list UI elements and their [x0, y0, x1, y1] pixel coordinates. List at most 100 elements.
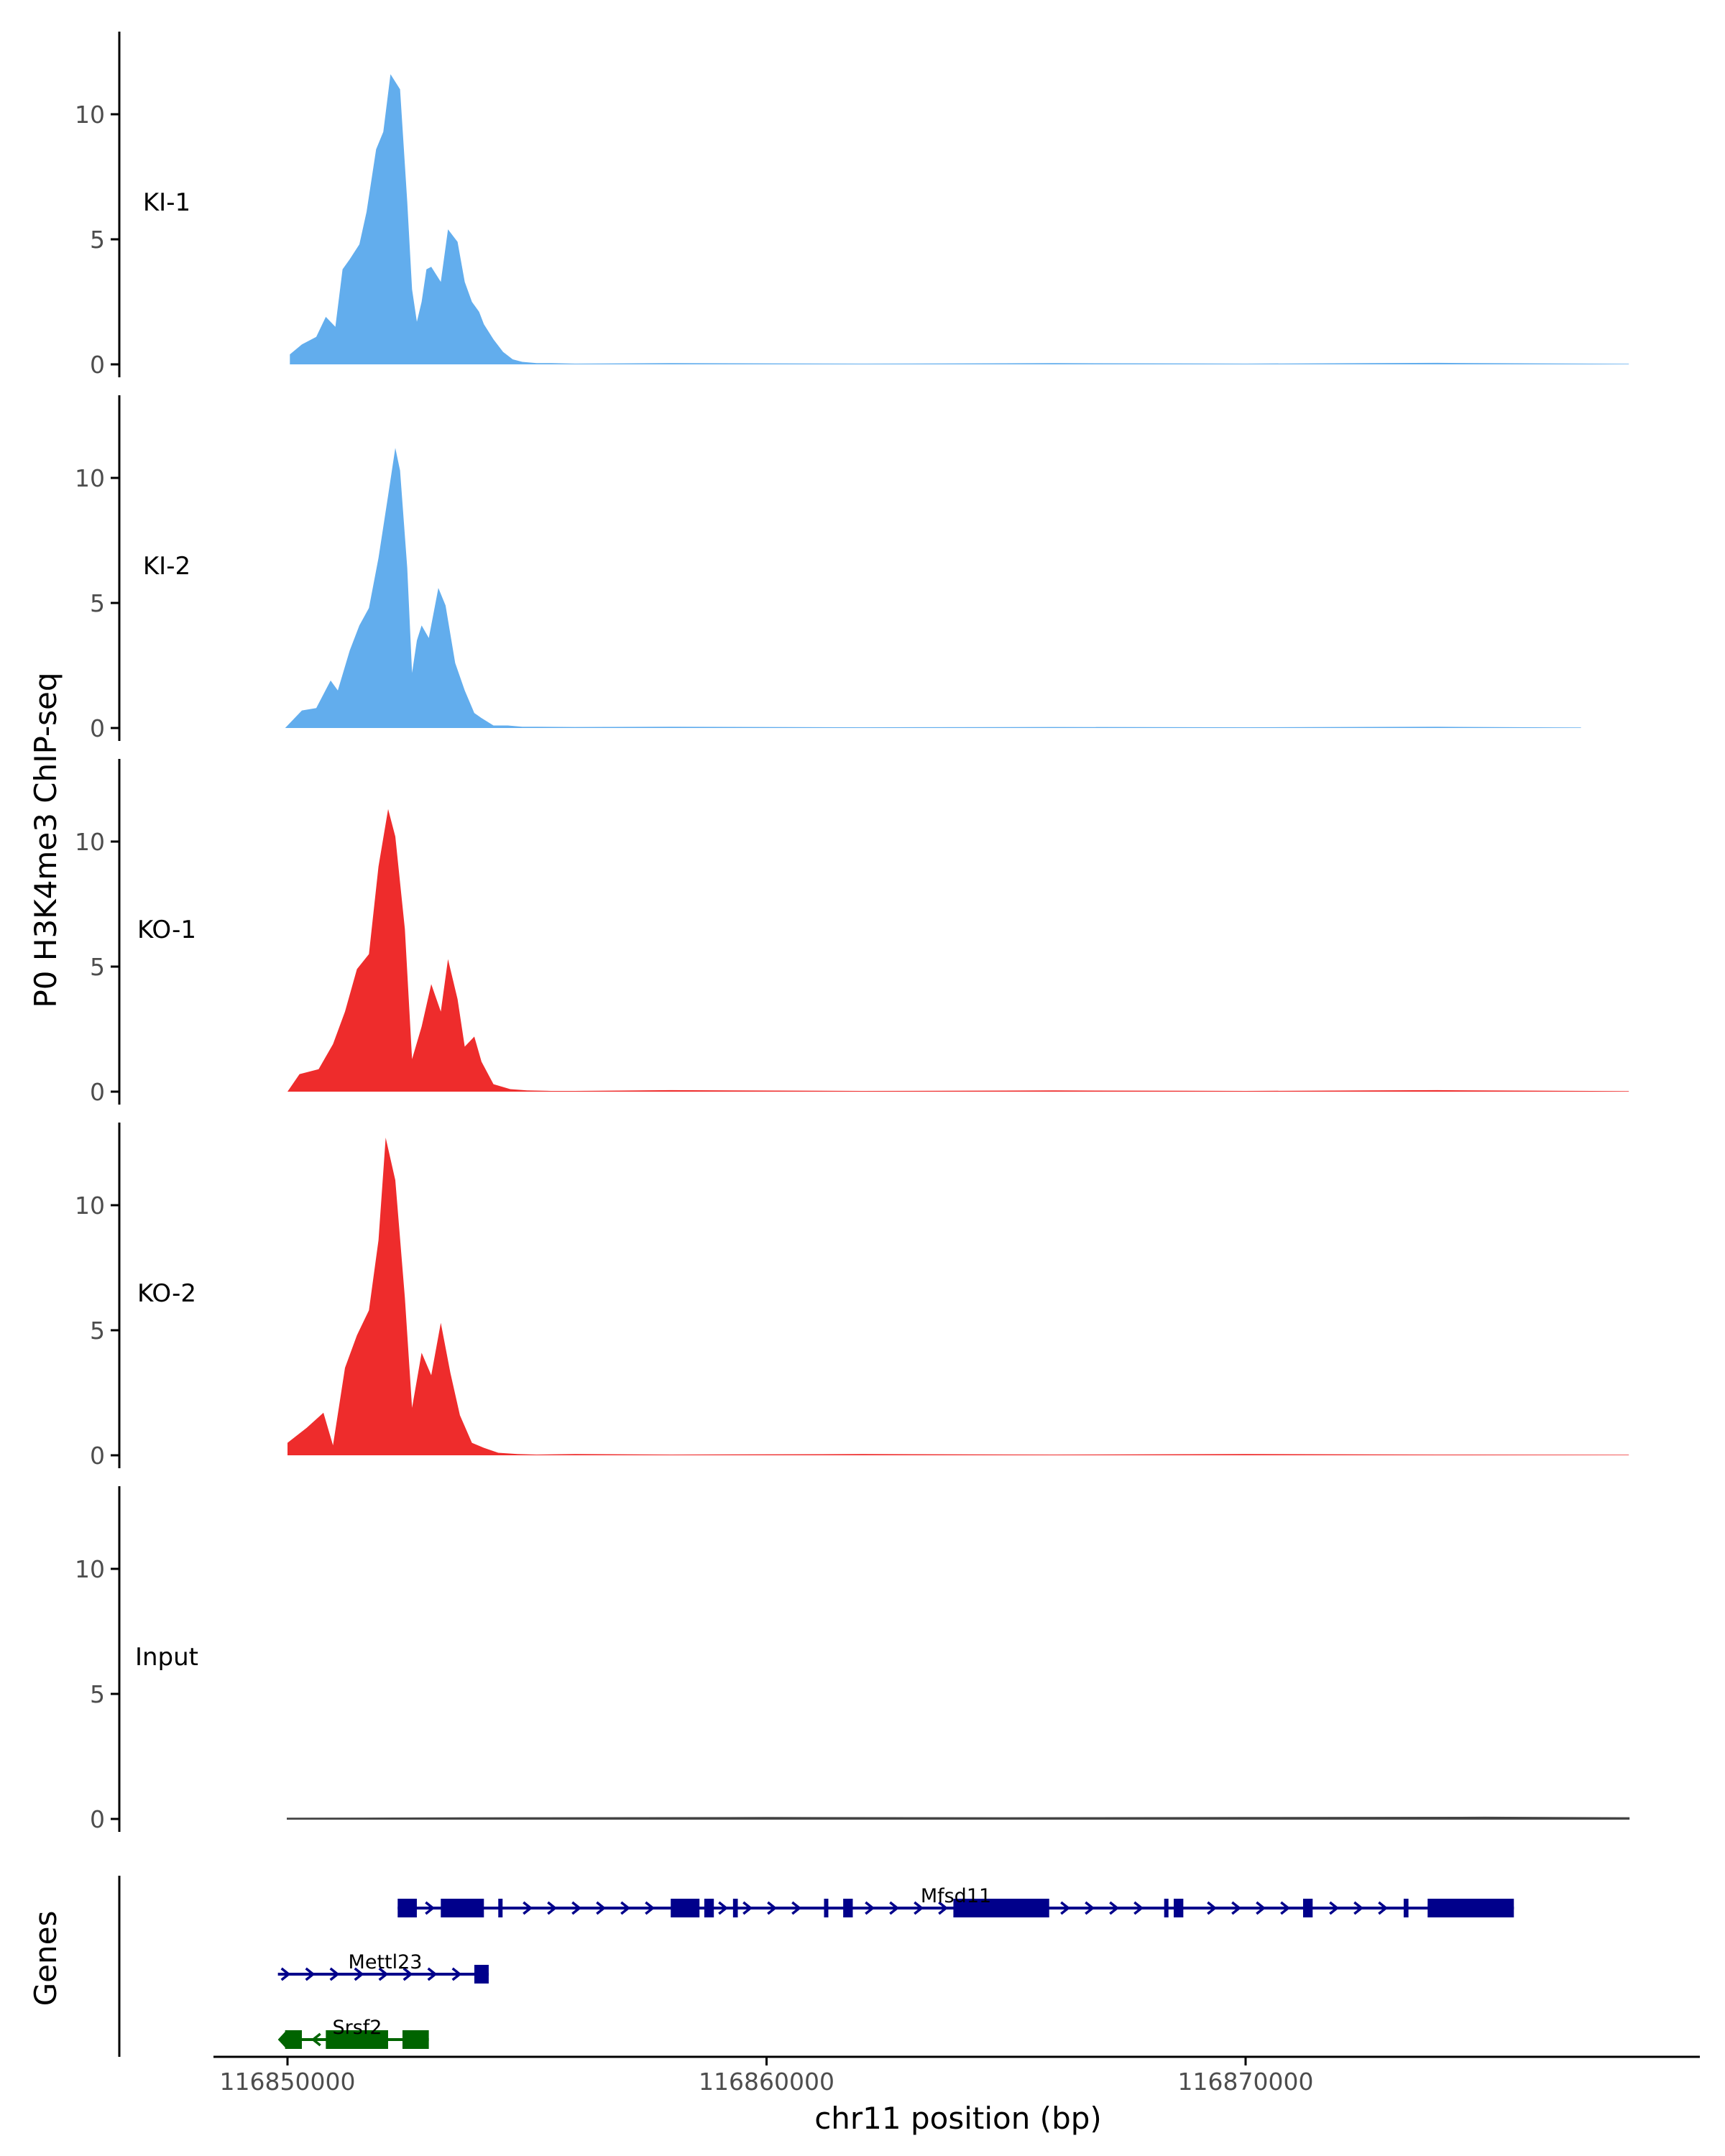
y-tick-label: 0: [90, 1078, 105, 1106]
exon-block: [1403, 1899, 1409, 1917]
exon-block: [1174, 1899, 1184, 1917]
strand-arrow: [523, 1901, 533, 1915]
exon-block: [671, 1899, 700, 1917]
coverage-tracks: 0 5 10 KI-1 0 5 10 KI-2 0 5 10 KO-1 0 5 10 KO-2 0 5 10 Inpu…: [75, 32, 1630, 1833]
gene-label: Mfsd11: [921, 1885, 991, 1907]
strand-arrow: [1060, 1901, 1071, 1915]
gene-annotation-panel: Mfsd11 Mettl23 Srsf2: [118, 1876, 1514, 2057]
strand-arrow: [1133, 1901, 1144, 1915]
strand-arrow: [791, 1901, 802, 1915]
strand-arrow: [865, 1901, 875, 1915]
exon-block: [1302, 1899, 1313, 1917]
track-label: KI-2: [143, 552, 190, 581]
strand-arrow: [425, 1901, 436, 1915]
x-axis: 116850000 116860000 116870000: [213, 2055, 1700, 2096]
exon-block: [843, 1899, 853, 1917]
strand-arrow: [596, 1901, 607, 1915]
gene-srsf2: Srsf2: [277, 2017, 429, 2049]
strand-arrow: [310, 2032, 321, 2047]
y-tick-label: 5: [90, 1680, 105, 1708]
coverage-area-ki-2: [285, 448, 1581, 728]
track-label: KI-1: [143, 188, 190, 217]
exon-block: [498, 1899, 503, 1917]
strand-arrow: [427, 1967, 438, 1981]
strand-arrow: [280, 1967, 291, 1981]
strand-arrow: [718, 1901, 729, 1915]
track-ki-1: 0 5 10 KI-1: [75, 32, 1629, 379]
exon-block: [953, 1899, 1049, 1917]
track-label: KO-1: [137, 916, 196, 944]
strand-arrow: [547, 1901, 558, 1915]
track-input: 0 5 10 Input: [75, 1486, 1630, 1833]
exon-block: [402, 2030, 429, 2049]
strand-arrow: [1207, 1901, 1218, 1915]
coverage-area-ko-1: [288, 808, 1629, 1092]
strand-arrow: [451, 1967, 462, 1981]
strand-arrow: [1378, 1901, 1389, 1915]
track-label: KO-2: [137, 1279, 196, 1308]
y-tick-label: 5: [90, 953, 105, 981]
exon-block: [732, 1899, 738, 1917]
exon-block: [474, 1965, 489, 1984]
strand-arrow: [1256, 1901, 1266, 1915]
exon-block: [704, 1899, 714, 1917]
exon-block: [397, 1899, 417, 1917]
strand-arrow: [1280, 1901, 1291, 1915]
y-tick-label: 10: [75, 1192, 105, 1220]
y-tick-label: 0: [90, 1805, 105, 1833]
y-axis-title: P0 H3K4me3 ChIP-seq: [28, 672, 63, 1008]
coverage-area-ko-2: [288, 1138, 1629, 1455]
strand-arrow: [889, 1901, 900, 1915]
exon-block: [824, 1899, 829, 1917]
y-tick-label: 10: [75, 1555, 105, 1583]
genes-panel-title: Genes: [28, 1911, 63, 2007]
coverage-area-input: [287, 1816, 1630, 1820]
strand-arrow: [645, 1901, 656, 1915]
strand-arrow: [767, 1901, 778, 1915]
y-tick-label: 0: [90, 714, 105, 742]
strand-arrow: [571, 1901, 582, 1915]
strand-arrow: [742, 1901, 753, 1915]
strand-arrow: [620, 1901, 631, 1915]
track-ko-1: 0 5 10 KO-1: [75, 759, 1629, 1106]
track-label: Input: [135, 1643, 198, 1672]
track-ko-2: 0 5 10 KO-2: [75, 1123, 1629, 1470]
gene-mettl23: Mettl23: [277, 1951, 489, 1984]
y-tick-label: 5: [90, 1317, 105, 1345]
y-tick-label: 5: [90, 589, 105, 617]
x-axis-title: chr11 position (bp): [814, 2101, 1102, 2136]
exon-block: [441, 1899, 484, 1917]
strand-arrow: [329, 1967, 340, 1981]
track-ki-2: 0 5 10 KI-2: [75, 395, 1581, 742]
exon-block: [1427, 1899, 1514, 1917]
strand-arrow: [354, 1967, 364, 1981]
exon-block: [285, 2030, 302, 2049]
x-tick-label: 116870000: [1178, 2068, 1314, 2096]
y-tick-label: 10: [75, 464, 105, 492]
strand-arrowhead: [277, 2030, 287, 2049]
x-tick-label: 116860000: [699, 2068, 834, 2096]
y-tick-label: 0: [90, 351, 105, 379]
strand-arrow: [378, 1967, 389, 1981]
y-tick-label: 10: [75, 101, 105, 129]
strand-arrow: [305, 1967, 316, 1981]
strand-arrow: [1109, 1901, 1120, 1915]
gene-label: Mettl23: [349, 1951, 423, 1973]
strand-arrow: [1231, 1901, 1242, 1915]
strand-arrow: [914, 1901, 924, 1915]
y-tick-label: 10: [75, 828, 105, 856]
gene-mfsd11: Mfsd11: [397, 1885, 1514, 1917]
exon-block: [1164, 1899, 1169, 1917]
y-tick-label: 0: [90, 1442, 105, 1470]
strand-arrow: [1353, 1901, 1364, 1915]
strand-arrow: [402, 1967, 413, 1981]
x-tick-label: 116850000: [220, 2068, 356, 2096]
strand-arrow: [938, 1901, 949, 1915]
strand-arrow: [1085, 1901, 1095, 1915]
gene-label: Srsf2: [333, 2017, 382, 2039]
strand-arrow: [1329, 1901, 1340, 1915]
coverage-area-ki-1: [290, 74, 1629, 365]
y-tick-label: 5: [90, 226, 105, 254]
exon-block: [326, 2030, 388, 2049]
